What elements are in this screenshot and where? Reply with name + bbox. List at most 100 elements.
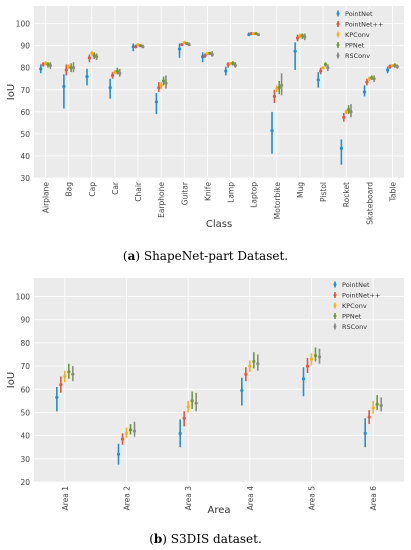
x-tick-label: Area 5 [308,486,317,511]
data-point [205,51,210,56]
x-tick-label: Lamp [227,182,236,203]
data-point [275,87,279,91]
caption-a-text: ShapeNet-part Dataset. [140,249,289,263]
data-point [159,83,163,87]
y-tick-label: 50 [20,130,30,139]
data-point [371,406,375,410]
data-point [240,388,244,393]
x-axis-label: Class [206,219,232,230]
data-point [393,63,397,68]
data-point [85,74,89,79]
data-point [134,45,138,49]
data-point [244,372,248,376]
legend-entry: PPNet [345,42,365,50]
data-point [303,35,307,39]
data-point [301,377,306,381]
data-point [120,437,125,441]
data-point [298,34,302,38]
x-tick-label: Earphone [157,182,166,218]
data-point [367,415,371,419]
data-point [386,68,390,72]
x-tick-label: Bag [65,182,74,197]
legend-marker-dot [333,283,337,286]
x-tick-label: Chair [134,181,143,202]
data-point [256,33,261,37]
data-point [71,372,75,376]
data-point [64,68,68,72]
x-axis-label: Area [207,505,230,516]
x-tick-label: Table [388,182,397,203]
legend-marker-dot [336,22,340,26]
y-tick-label: 30 [20,174,30,183]
y-tick-label: 20 [20,478,30,487]
data-point [363,431,367,435]
data-point [177,47,182,51]
y-tick-label: 50 [20,408,30,417]
data-point [41,62,45,67]
data-point [113,70,117,74]
y-tick-label: 80 [20,64,30,73]
data-point [55,395,59,399]
data-point [154,100,158,104]
data-point [270,128,274,133]
shapenet-panel: 30 40 50 60 70 80 90 100 Airplane Bag Cap Car Chair E… [0,0,411,270]
y-tick-label: 100 [16,293,31,302]
data-point [178,431,182,435]
data-point [124,431,129,435]
x-tick-label: Laptop [250,182,259,208]
data-point [362,90,367,94]
y-tick-label: 40 [20,152,30,161]
x-tick-label: Mug [296,182,305,198]
data-point [95,55,99,59]
caption-b-label: b [153,532,163,546]
s3dis-chart: 20 30 40 50 60 70 80 90 100 Area 1 Area 2 Area 3 Are… [6,278,404,516]
y-tick-label: 70 [20,362,30,371]
x-tick-label: Area 1 [61,486,70,511]
data-point [323,62,328,67]
data-point [62,84,66,89]
data-point [248,364,252,368]
data-point [367,77,371,81]
data-point [182,416,186,420]
data-point [254,31,258,36]
legend-entry: PointNet [342,281,370,289]
data-point [92,54,96,58]
x-tick-label: Rocket [342,182,351,207]
data-point [319,69,323,73]
data-point [128,428,133,432]
data-point [249,31,253,36]
x-tick-label: Cap [88,182,97,197]
legend-marker-dot [333,325,337,328]
legend-entry: PointNet++ [345,21,383,29]
data-point [69,66,73,70]
data-point [39,67,43,71]
y-axis-label: IoU [6,372,17,388]
data-point [379,403,383,408]
data-point [339,146,343,150]
x-tick-label: Guitar [180,181,189,205]
caption-b: (b) S3DIS dataset. [149,532,262,546]
data-point [326,66,330,70]
x-tick-label: Motorbike [273,182,282,220]
data-point [203,54,207,58]
data-point [388,65,392,69]
data-point [164,81,168,85]
caption-a: (a) ShapeNet-part Dataset. [122,249,289,263]
data-point [118,71,122,75]
data-point [108,85,112,90]
data-point [272,94,277,99]
data-point [59,383,63,387]
data-point [293,49,297,53]
data-point [182,40,186,44]
x-tick-label: Area 6 [369,486,378,511]
data-point [43,61,48,65]
data-point [346,108,351,112]
data-point [48,63,52,68]
x-tick-label: Pistol [319,182,328,202]
legend-entry: RSConv [342,323,367,331]
data-point [138,44,143,48]
data-point [185,41,189,46]
data-point [115,69,119,73]
data-point [344,110,348,114]
data-point [300,34,304,38]
